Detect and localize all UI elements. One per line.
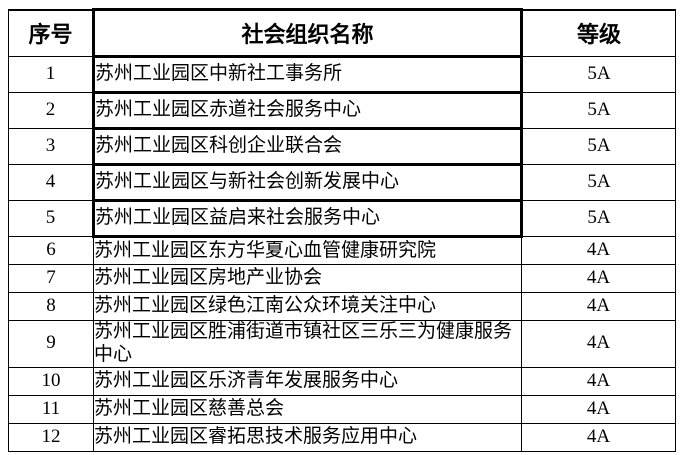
- table-body: 1 苏州工业园区中新社工事务所 5A 2 苏州工业园区赤道社会服务中心 5A 3 苏州工业园区…: [8, 55, 676, 452]
- cell-grade: 4A: [521, 366, 676, 396]
- table-row: 5 苏州工业园区益启来社会服务中心 5A: [8, 199, 676, 238]
- cell-grade: 5A: [521, 200, 676, 237]
- table-row: 1 苏州工业园区中新社工事务所 5A: [8, 55, 676, 94]
- org-grade-table: 序号 社会组织名称 等级 1 苏州工业园区中新社工事务所 5A 2 苏州工业园区赤道社会…: [8, 8, 676, 452]
- cell-organization-name: 苏州工业园区中新社工事务所: [92, 55, 523, 94]
- table-row: 2 苏州工业园区赤道社会服务中心 5A: [8, 91, 676, 130]
- cell-serial-number: 1: [8, 56, 94, 93]
- cell-organization-name: 苏州工业园区赤道社会服务中心: [92, 91, 523, 130]
- cell-organization-name: 苏州工业园区乐济青年发展服务中心: [93, 366, 522, 396]
- table-row: 12 苏州工业园区睿拓思技术服务应用中心 4A: [8, 422, 676, 452]
- cell-serial-number: 8: [8, 292, 94, 321]
- header-serial-number: 序号: [8, 8, 94, 57]
- cell-serial-number: 5: [8, 200, 94, 237]
- cell-organization-name: 苏州工业园区与新社会创新发展中心: [92, 163, 523, 202]
- cell-organization-name: 苏州工业园区绿色江南公众环境关注中心: [93, 292, 522, 321]
- header-organization-name: 社会组织名称: [92, 8, 523, 58]
- cell-organization-name: 苏州工业园区东方华夏心血管健康研究院: [93, 236, 522, 265]
- table-row: 11 苏州工业园区慈善总会 4A: [8, 394, 676, 424]
- cell-organization-name: 苏州工业园区益启来社会服务中心: [92, 199, 523, 238]
- cell-organization-name: 苏州工业园区科创企业联合会: [92, 127, 523, 166]
- table-header: 序号 社会组织名称 等级: [8, 8, 676, 58]
- cell-grade: 5A: [521, 128, 676, 165]
- table-row: 8 苏州工业园区绿色江南公众环境关注中心 4A: [8, 292, 676, 321]
- cell-grade: 4A: [521, 264, 676, 293]
- cell-grade: 5A: [521, 164, 676, 201]
- cell-serial-number: 6: [8, 236, 94, 265]
- table-row: 3 苏州工业园区科创企业联合会 5A: [8, 127, 676, 166]
- cell-serial-number: 3: [8, 128, 94, 165]
- cell-serial-number: 12: [8, 422, 94, 452]
- cell-organization-name: 苏州工业园区房地产业协会: [93, 264, 522, 293]
- cell-serial-number: 4: [8, 164, 94, 201]
- cell-grade: 4A: [521, 394, 676, 424]
- cell-serial-number: 9: [8, 320, 94, 368]
- header-row: 序号 社会组织名称 等级: [8, 8, 676, 58]
- cell-grade: 4A: [521, 320, 676, 368]
- cell-serial-number: 2: [8, 92, 94, 129]
- cell-organization-name: 苏州工业园区睿拓思技术服务应用中心: [93, 422, 522, 452]
- cell-serial-number: 7: [8, 264, 94, 293]
- cell-grade: 5A: [521, 56, 676, 93]
- cell-serial-number: 11: [8, 394, 94, 424]
- header-grade: 等级: [521, 8, 676, 57]
- cell-grade: 4A: [521, 292, 676, 321]
- cell-grade: 5A: [521, 92, 676, 129]
- table-row: 10 苏州工业园区乐济青年发展服务中心 4A: [8, 366, 676, 396]
- table-row: 4 苏州工业园区与新社会创新发展中心 5A: [8, 163, 676, 202]
- cell-grade: 4A: [521, 236, 676, 265]
- cell-organization-name: 苏州工业园区慈善总会: [93, 394, 522, 424]
- cell-serial-number: 10: [8, 366, 94, 396]
- cell-grade: 4A: [521, 422, 676, 452]
- table-row: 6 苏州工业园区东方华夏心血管健康研究院 4A: [8, 236, 676, 265]
- cell-organization-name: 苏州工业园区胜浦街道市镇社区三乐三为健康服务中心: [93, 320, 522, 368]
- table-row: 7 苏州工业园区房地产业协会 4A: [8, 264, 676, 293]
- table-row: 9 苏州工业园区胜浦街道市镇社区三乐三为健康服务中心 4A: [8, 320, 676, 368]
